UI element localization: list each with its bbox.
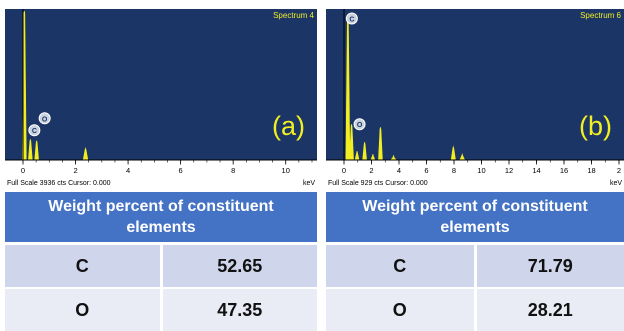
table-header-b: Weight percent of constituent elements: [326, 192, 624, 242]
plot-background: [5, 9, 317, 160]
table-row: C 52.65: [5, 245, 317, 287]
element-marker: C: [28, 124, 41, 137]
spectrum-svg-b: C O Spectrum 6 (b) 0 2 4 6 8 10 12 14 16 18 2 Full Scal…: [326, 9, 624, 190]
spectrum-svg-a: CO Spectrum 4 (a) 0 2 4 6 8 10 Full Scale 3936 ct…: [5, 9, 317, 190]
marker-circle: [353, 118, 366, 131]
x-tick-label: 8: [231, 166, 235, 175]
plot-background: [326, 9, 624, 160]
spectrum-name: Spectrum 6: [580, 11, 621, 20]
element-cell: C: [326, 245, 477, 287]
full-scale-readout: Full Scale 3936 cts Cursor: 0.000: [7, 180, 111, 187]
x-tick-label: 10: [282, 166, 290, 175]
x-tick-label: 4: [397, 166, 401, 175]
x-axis-unit: keV: [303, 180, 315, 187]
table-row: C 71.79: [326, 245, 624, 287]
element-cell: O: [326, 289, 477, 331]
value-cell: 71.79: [527, 255, 573, 276]
x-tick-label: 2: [369, 166, 373, 175]
marker-label: O: [357, 122, 363, 129]
axis-strip: [326, 160, 624, 190]
x-tick-label: 0: [342, 166, 346, 175]
panel-b: C O Spectrum 6 (b) 0 2 4 6 8 10 12 14 16 18 2 Full Scal…: [326, 0, 624, 331]
x-tick-label: 10: [477, 166, 485, 175]
value-cell: 52.65: [217, 255, 263, 276]
value-cell: 28.21: [527, 299, 573, 320]
element-cell: O: [5, 289, 163, 331]
panel-label: (b): [579, 111, 612, 141]
x-tick-label: 2: [73, 166, 77, 175]
marker-label: C: [349, 16, 354, 23]
weight-table-b: Weight percent of constituent elements C…: [326, 192, 624, 331]
spectrum-name: Spectrum 4: [273, 11, 314, 20]
element-marker: O: [353, 118, 366, 131]
panel-a: C O Spectrum 4 (a) 0 2 4 6 8 10 Full Scale 3936 ct…: [5, 0, 317, 331]
marker-circle: [345, 12, 358, 25]
spectrum-chart-a: C O Spectrum 4 (a) 0 2 4 6 8 10 Full Scale 3936 ct…: [5, 0, 317, 190]
element-cell: C: [5, 245, 163, 287]
x-tick-label: 6: [179, 166, 183, 175]
element-marker: O: [38, 112, 51, 125]
x-tick-label: 0: [21, 166, 25, 175]
spectrum-chart-b: C O Spectrum 6 (b) 0 2 4 6 8 10 12 14 16 18 2 Full Scal…: [326, 0, 624, 190]
axis-strip: [5, 160, 317, 190]
element-marker: C: [345, 12, 358, 25]
full-scale-readout: Full Scale 929 cts Cursor: 0.000: [328, 180, 428, 187]
panel-label: (a): [272, 111, 305, 141]
marker-circle: [28, 124, 41, 137]
marker-label: O: [42, 116, 48, 123]
x-tick-label: 16: [560, 166, 568, 175]
x-tick-label: 18: [587, 166, 595, 175]
x-tick-label: 12: [505, 166, 513, 175]
table-row: O 28.21: [326, 289, 624, 331]
x-tick-label: 4: [126, 166, 130, 175]
x-tick-label: 2: [617, 166, 621, 175]
marker-circle: [38, 112, 51, 125]
weight-table-a: Weight percent of constituent elements C…: [5, 192, 317, 331]
x-tick-label: 14: [532, 166, 540, 175]
x-tick-label: 6: [424, 166, 428, 175]
value-cell: 47.35: [217, 299, 263, 320]
marker-label: C: [32, 128, 37, 135]
x-axis-unit: keV: [610, 180, 622, 187]
table-row: O 47.35: [5, 289, 317, 331]
table-header-a: Weight percent of constituent elements: [5, 192, 317, 242]
x-tick-label: 8: [452, 166, 456, 175]
